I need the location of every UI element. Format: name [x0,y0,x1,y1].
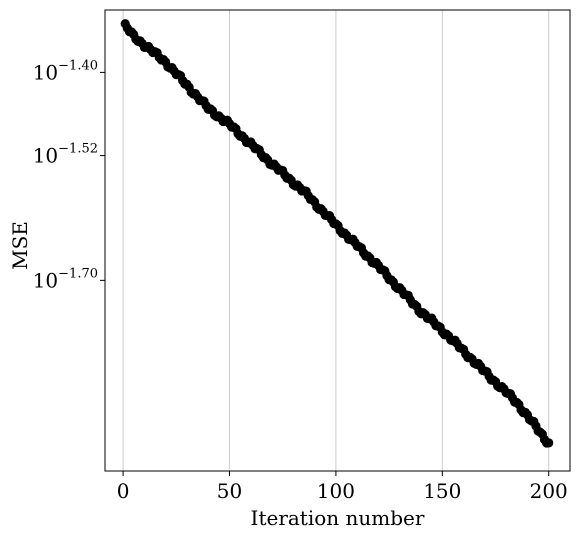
x-tick-label: 50 [217,479,242,503]
x-tick-label: 200 [530,479,568,503]
data-point [544,438,553,447]
plot-frame [105,10,570,471]
x-axis-ticks: 0 50 100 150 200 [117,471,568,503]
data-points [121,19,554,448]
y-tick-label: 10−1.52 [33,142,98,168]
y-axis-label: MSE [8,221,32,270]
x-tick-label: 150 [423,479,461,503]
x-tick-label: 0 [117,479,130,503]
x-axis-label: Iteration number [251,506,425,530]
x-tick-label: 100 [317,479,355,503]
y-tick-label: 10−1.70 [33,266,98,292]
y-tick-label: 10−1.40 [33,58,98,84]
y-axis-ticks: 10−1.40 10−1.52 10−1.70 [33,58,105,292]
